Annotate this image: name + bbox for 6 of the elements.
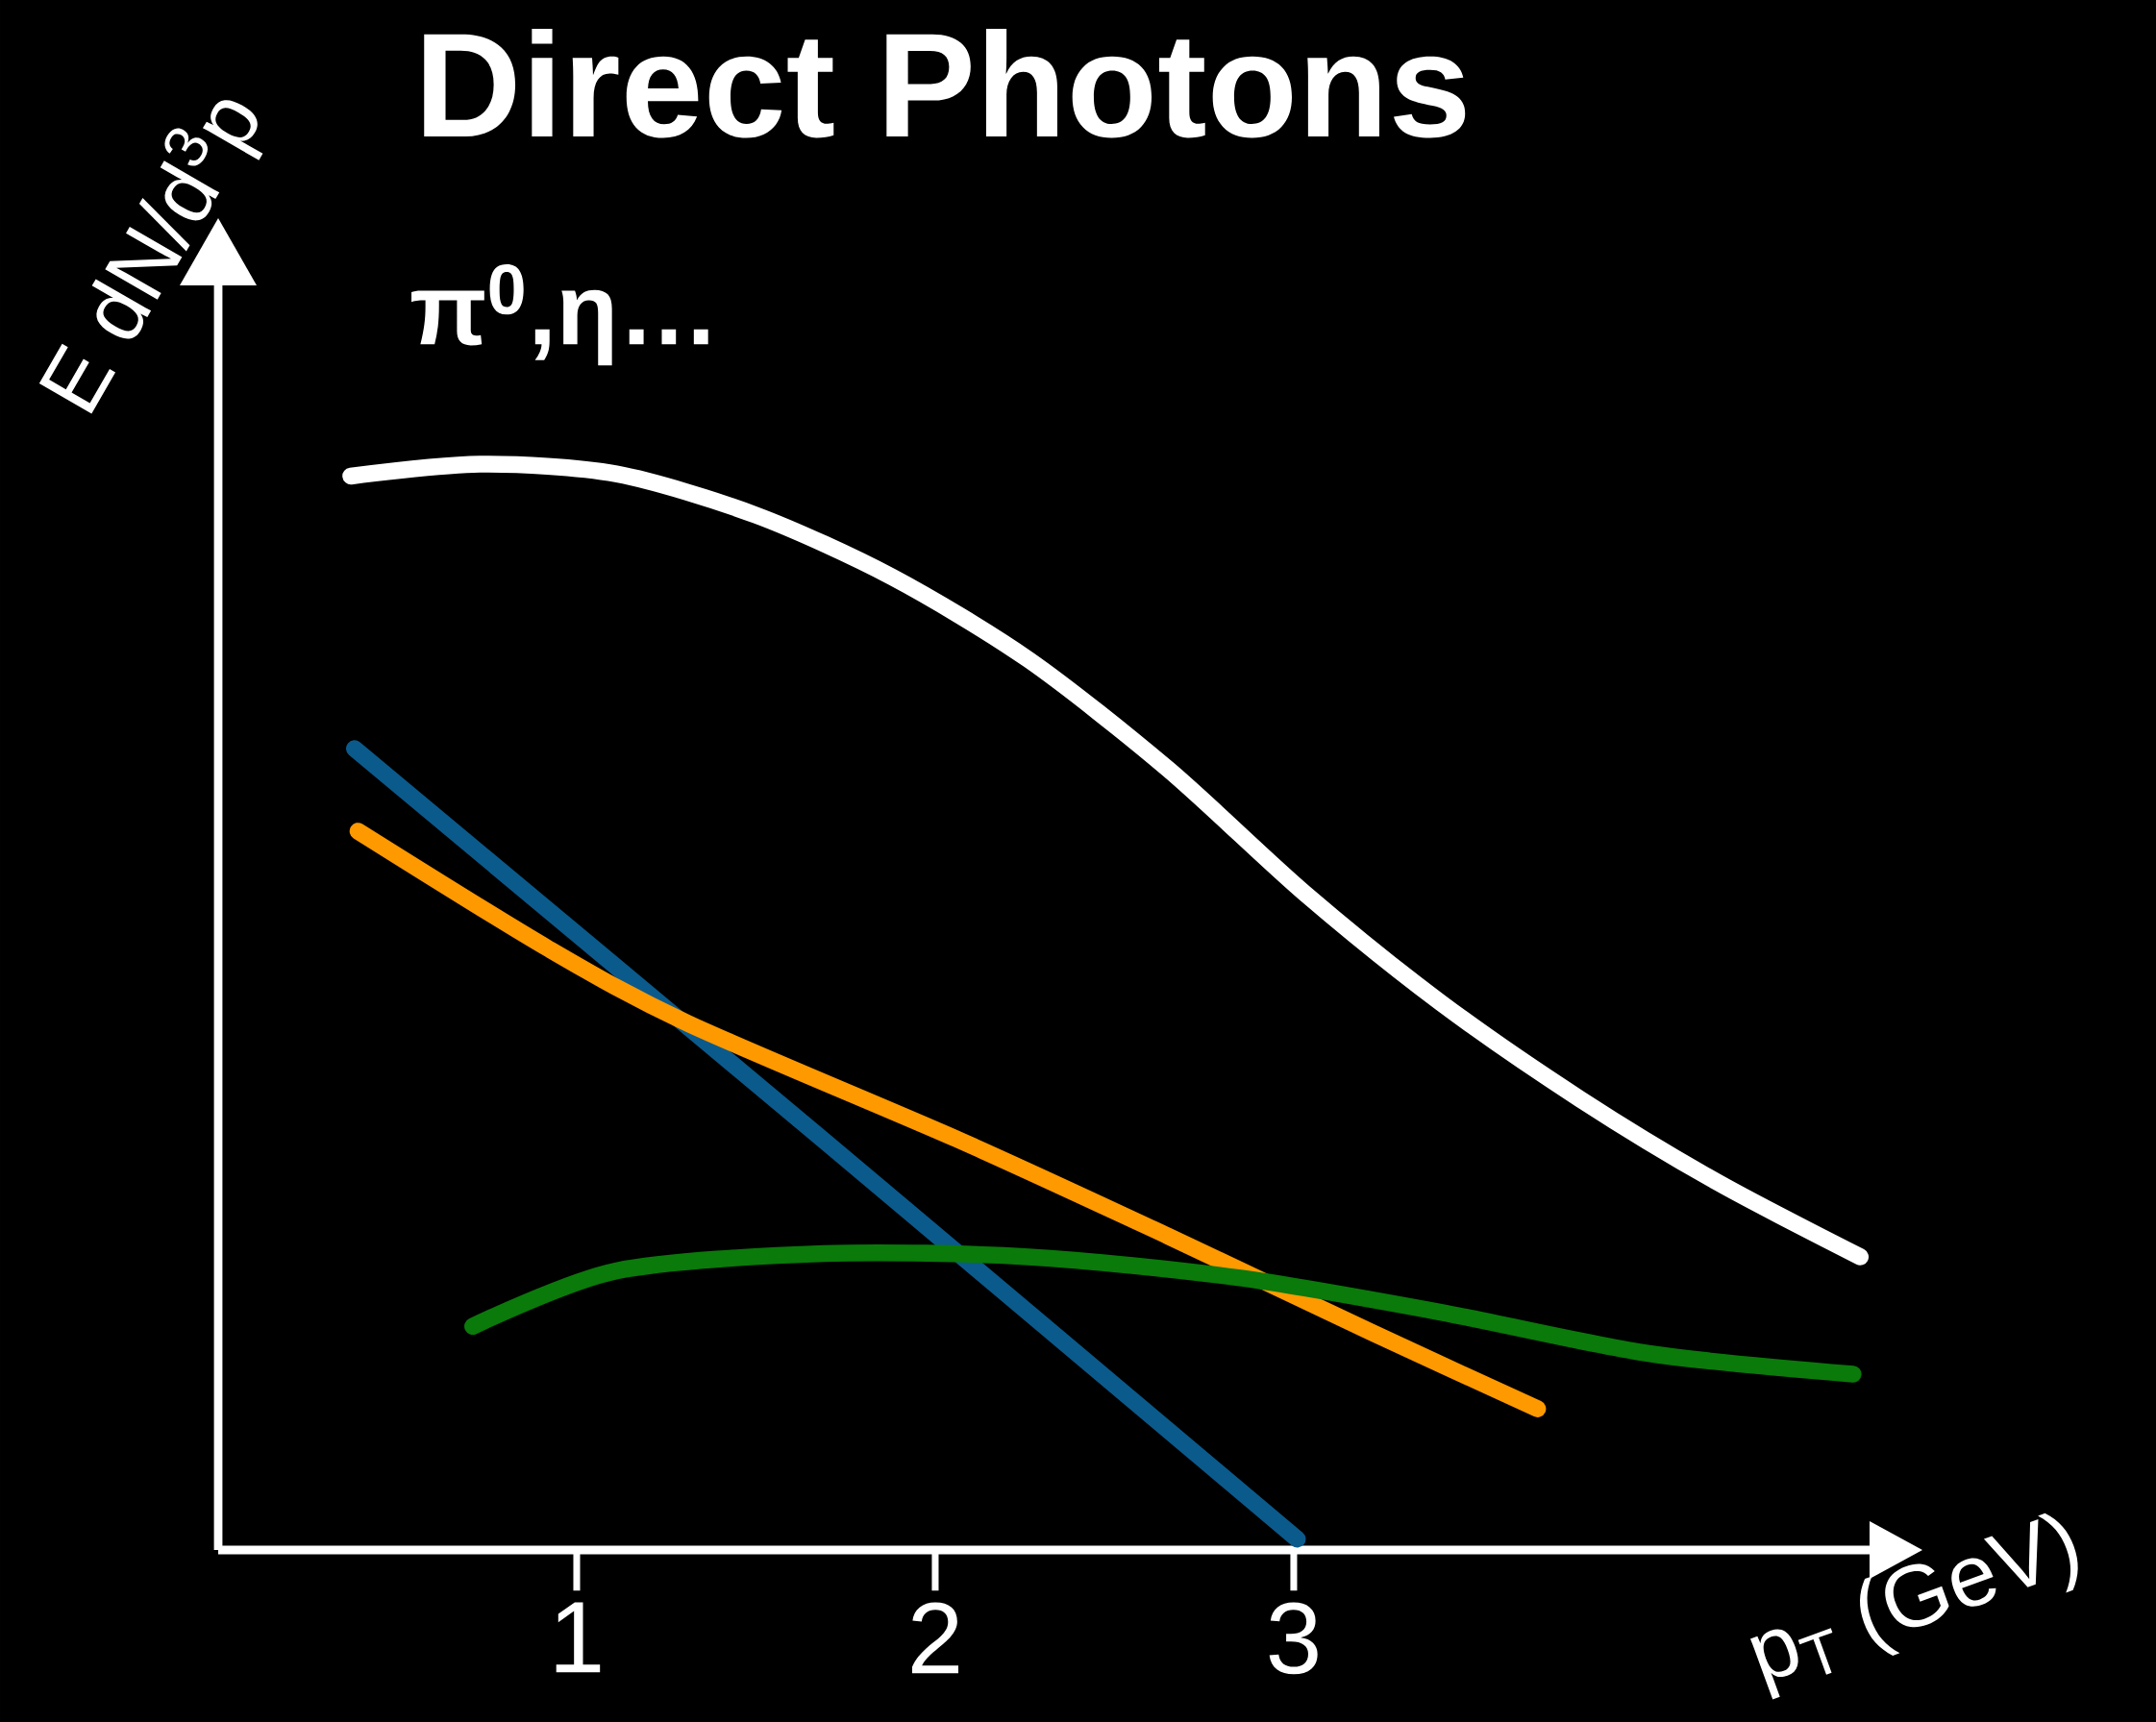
text: π$^{0}$,η… (411, 264, 708, 366)
x-axis-title: p$_{T}$ (GeV) (1749, 1513, 2078, 1700)
x-tick-label: 2 (911, 1602, 958, 1674)
x-tick-label: 1 (556, 1602, 601, 1673)
x-tick-label: 3 (1269, 1602, 1318, 1675)
chart-title: Direct Photons (424, 28, 1466, 138)
